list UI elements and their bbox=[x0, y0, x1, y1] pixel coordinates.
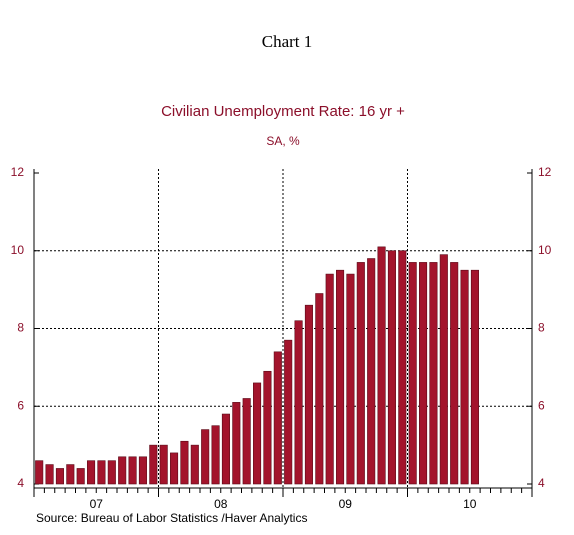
y-tick-label-right: 8 bbox=[538, 321, 545, 335]
bar bbox=[128, 456, 137, 485]
y-tick-label-right: 6 bbox=[538, 398, 545, 412]
bar bbox=[387, 250, 396, 485]
bar bbox=[180, 440, 189, 485]
bar bbox=[170, 452, 179, 485]
bar bbox=[159, 444, 168, 485]
bar bbox=[304, 304, 313, 485]
bar bbox=[470, 269, 479, 485]
bar bbox=[284, 339, 293, 485]
y-tick-label: 4 bbox=[17, 476, 24, 490]
y-tick-label-right: 12 bbox=[538, 165, 552, 179]
y-tick-label: 6 bbox=[17, 398, 24, 412]
bar bbox=[138, 456, 147, 485]
y-tick-label: 8 bbox=[17, 321, 24, 335]
bar bbox=[55, 468, 64, 485]
x-tick-label: 09 bbox=[339, 497, 353, 511]
chart-title: Chart 1 bbox=[262, 32, 313, 51]
bar bbox=[242, 398, 251, 485]
chart-subtitle: Civilian Unemployment Rate: 16 yr + bbox=[161, 103, 405, 120]
bar bbox=[377, 246, 386, 485]
bar bbox=[367, 258, 376, 485]
bar bbox=[346, 273, 355, 485]
bar bbox=[325, 273, 334, 485]
bar bbox=[398, 250, 407, 485]
y-tick-label: 12 bbox=[11, 165, 25, 179]
units-label: SA, % bbox=[266, 134, 300, 148]
bar bbox=[201, 429, 210, 485]
bar bbox=[232, 402, 241, 485]
bar bbox=[408, 262, 417, 485]
bar bbox=[336, 269, 345, 485]
x-tick-label: 10 bbox=[463, 497, 477, 511]
bar bbox=[273, 351, 282, 485]
bar bbox=[315, 293, 324, 485]
y-tick-label-right: 4 bbox=[538, 476, 545, 490]
bar bbox=[221, 413, 230, 485]
bar bbox=[97, 460, 106, 485]
bar bbox=[35, 460, 44, 485]
bar bbox=[450, 262, 459, 485]
bar bbox=[66, 464, 75, 485]
bar bbox=[356, 262, 365, 485]
y-tick-label: 10 bbox=[11, 243, 25, 257]
bar bbox=[149, 444, 158, 485]
bar bbox=[76, 468, 85, 485]
bar bbox=[45, 464, 54, 485]
bar bbox=[263, 370, 272, 485]
bar bbox=[211, 425, 220, 485]
bar bbox=[419, 262, 428, 485]
bar bbox=[460, 269, 469, 485]
bar bbox=[439, 254, 448, 485]
bar bbox=[429, 262, 438, 485]
y-tick-label-right: 10 bbox=[538, 243, 552, 257]
bar bbox=[294, 320, 303, 485]
x-tick-label: 08 bbox=[214, 497, 228, 511]
bar bbox=[190, 444, 199, 485]
x-tick-label: 07 bbox=[90, 497, 104, 511]
bar bbox=[87, 460, 96, 485]
bar bbox=[253, 382, 262, 485]
bar bbox=[107, 460, 116, 485]
source-note: Source: Bureau of Labor Statistics /Have… bbox=[36, 511, 307, 525]
bar bbox=[118, 456, 127, 485]
